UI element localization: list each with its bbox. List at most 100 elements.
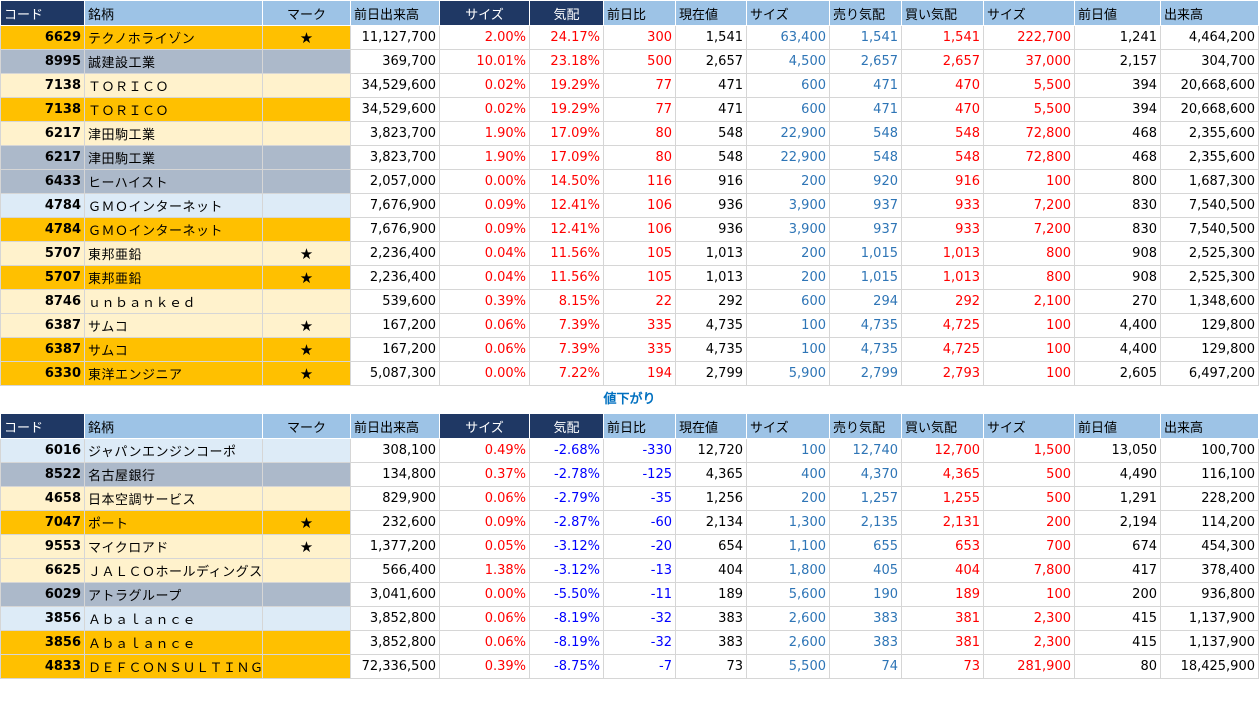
header-volume[interactable]: 出来高 [1160,0,1259,26]
size2-cell[interactable]: 72,800 [983,145,1075,170]
size1-cell[interactable]: 100 [746,313,830,338]
price-cell[interactable]: 548 [675,145,747,170]
prev-price-cell[interactable]: 830 [1074,217,1161,242]
name-cell[interactable]: テクノホライゾン [84,25,263,50]
header-bid[interactable]: 買い気配 [901,413,984,439]
quote-cell[interactable]: 19.29% [529,97,604,122]
table-row[interactable]: 9553 マイクロアド ★ 1,377,200 0.05% -3.12% -20 654 1,1… [0,534,1259,559]
size2-cell[interactable]: 5,500 [983,97,1075,122]
header-quote[interactable]: 気配 [529,413,604,439]
prev-price-cell[interactable]: 394 [1074,97,1161,122]
prev-volume-cell[interactable]: 3,823,700 [350,145,440,170]
prev-volume-cell[interactable]: 369,700 [350,49,440,74]
code-cell[interactable]: 6029 [0,582,85,607]
ask-cell[interactable]: 1,257 [829,486,902,511]
table-row[interactable]: 6330 東洋エンジニア ★ 5,087,300 0.00% 7.22% 194 2,799 5… [0,361,1259,386]
prev-price-cell[interactable]: 2,605 [1074,361,1161,386]
quote-cell[interactable]: 14.50% [529,169,604,194]
code-cell[interactable]: 7138 [0,97,85,122]
prev-price-cell[interactable]: 2,157 [1074,49,1161,74]
size2-cell[interactable]: 100 [983,169,1075,194]
quote-cell[interactable]: -3.12% [529,534,604,559]
quote-cell[interactable]: 12.41% [529,217,604,242]
bid-cell[interactable]: 2,657 [901,49,984,74]
size-pct-cell[interactable]: 0.49% [439,438,530,463]
volume-cell[interactable]: 2,355,600 [1160,121,1259,146]
price-cell[interactable]: 292 [675,289,747,314]
volume-cell[interactable]: 20,668,600 [1160,97,1259,122]
size1-cell[interactable]: 600 [746,97,830,122]
bid-cell[interactable]: 189 [901,582,984,607]
ask-cell[interactable]: 4,370 [829,462,902,487]
code-cell[interactable]: 8522 [0,462,85,487]
quote-cell[interactable]: 12.41% [529,193,604,218]
ask-cell[interactable]: 2,135 [829,510,902,535]
price-cell[interactable]: 1,541 [675,25,747,50]
size-pct-cell[interactable]: 1.90% [439,121,530,146]
name-cell[interactable]: 津田駒工業 [84,121,263,146]
size2-cell[interactable]: 100 [983,313,1075,338]
size1-cell[interactable]: 5,600 [746,582,830,607]
size1-cell[interactable]: 100 [746,337,830,362]
prev-price-cell[interactable]: 4,400 [1074,313,1161,338]
size2-cell[interactable]: 72,800 [983,121,1075,146]
bid-cell[interactable]: 292 [901,289,984,314]
table-row[interactable]: 4833 ＤＥＦＣＯＮＳＵＬＴＩＮＧ 72,336,500 0.39% -8.75% -7… [0,654,1259,679]
quote-cell[interactable]: 7.39% [529,313,604,338]
header-ask[interactable]: 売り気配 [829,0,902,26]
change-cell[interactable]: -13 [603,558,676,583]
price-cell[interactable]: 2,657 [675,49,747,74]
volume-cell[interactable]: 1,348,600 [1160,289,1259,314]
change-cell[interactable]: 500 [603,49,676,74]
quote-cell[interactable]: -2.87% [529,510,604,535]
header-mark[interactable]: マーク [262,0,351,26]
prev-price-cell[interactable]: 4,490 [1074,462,1161,487]
size2-cell[interactable]: 37,000 [983,49,1075,74]
size2-cell[interactable]: 800 [983,241,1075,266]
size1-cell[interactable]: 1,800 [746,558,830,583]
prev-price-cell[interactable]: 830 [1074,193,1161,218]
size-pct-cell[interactable]: 0.39% [439,654,530,679]
volume-cell[interactable]: 1,137,900 [1160,606,1259,631]
quote-cell[interactable]: 8.15% [529,289,604,314]
volume-cell[interactable]: 116,100 [1160,462,1259,487]
price-cell[interactable]: 1,013 [675,265,747,290]
prev-volume-cell[interactable]: 566,400 [350,558,440,583]
volume-cell[interactable]: 7,540,500 [1160,193,1259,218]
bid-cell[interactable]: 933 [901,193,984,218]
prev-volume-cell[interactable]: 539,600 [350,289,440,314]
size2-cell[interactable]: 7,200 [983,217,1075,242]
name-cell[interactable]: マイクロアド [84,534,263,559]
size1-cell[interactable]: 5,900 [746,361,830,386]
prev-price-cell[interactable]: 468 [1074,145,1161,170]
price-cell[interactable]: 936 [675,217,747,242]
bid-cell[interactable]: 12,700 [901,438,984,463]
header-size1[interactable]: サイズ [746,413,830,439]
code-cell[interactable]: 6433 [0,169,85,194]
ask-cell[interactable]: 383 [829,606,902,631]
bid-cell[interactable]: 916 [901,169,984,194]
size1-cell[interactable]: 63,400 [746,25,830,50]
size-pct-cell[interactable]: 0.06% [439,486,530,511]
ask-cell[interactable]: 190 [829,582,902,607]
price-cell[interactable]: 2,134 [675,510,747,535]
size2-cell[interactable]: 5,500 [983,73,1075,98]
bid-cell[interactable]: 470 [901,97,984,122]
size-pct-cell[interactable]: 0.37% [439,462,530,487]
change-cell[interactable]: 335 [603,313,676,338]
change-cell[interactable]: 106 [603,217,676,242]
name-cell[interactable]: 東邦亜鉛 [84,265,263,290]
code-cell[interactable]: 5707 [0,265,85,290]
code-cell[interactable]: 8746 [0,289,85,314]
price-cell[interactable]: 471 [675,97,747,122]
price-cell[interactable]: 4,735 [675,313,747,338]
bid-cell[interactable]: 4,725 [901,337,984,362]
header-size-pct[interactable]: サイズ [439,0,530,26]
quote-cell[interactable]: -2.78% [529,462,604,487]
name-cell[interactable]: 日本空調サービス [84,486,263,511]
size2-cell[interactable]: 7,200 [983,193,1075,218]
change-cell[interactable]: -32 [603,630,676,655]
price-cell[interactable]: 548 [675,121,747,146]
name-cell[interactable]: ＴＯＲＩＣＯ [84,97,263,122]
prev-price-cell[interactable]: 674 [1074,534,1161,559]
